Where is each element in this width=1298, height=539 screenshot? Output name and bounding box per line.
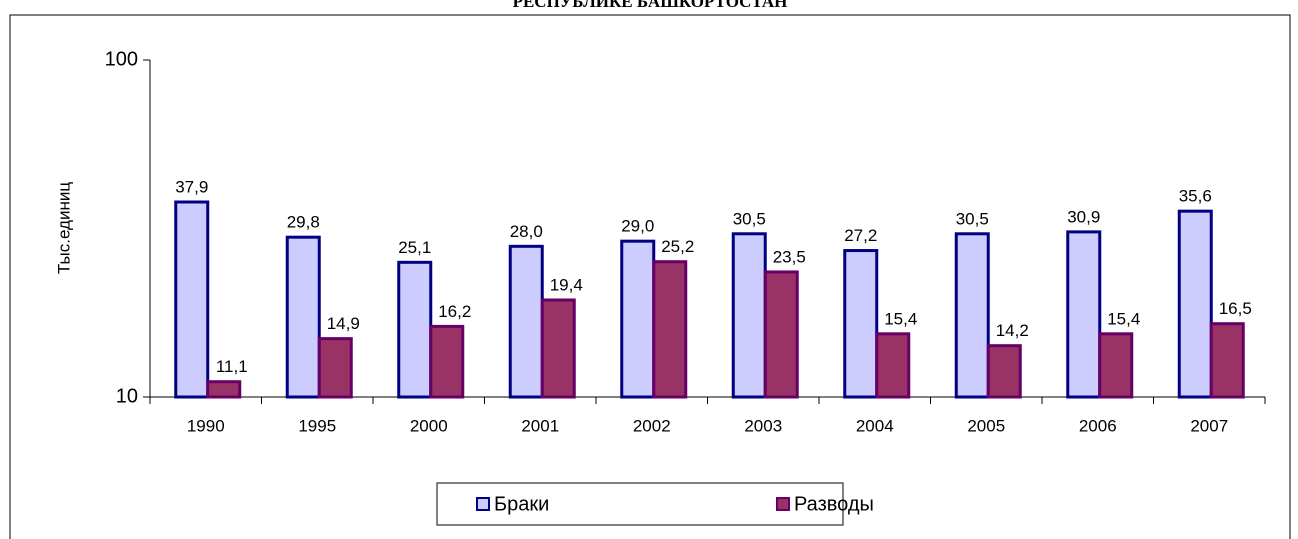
data-label: 25,1 [398, 238, 431, 257]
x-tick-label: 2002 [633, 416, 671, 435]
bar [1066, 230, 1102, 399]
bar [206, 380, 242, 399]
bar [620, 239, 656, 399]
data-label: 28,0 [510, 222, 543, 241]
data-label: 23,5 [773, 247, 806, 266]
data-label: 27,2 [844, 226, 877, 245]
bar [843, 249, 879, 399]
data-label: 19,4 [550, 275, 583, 294]
bar [875, 332, 911, 399]
x-tick-label: 2001 [521, 416, 559, 435]
legend-swatch [776, 497, 790, 511]
bar [174, 200, 210, 399]
x-tick-label: 2004 [856, 416, 894, 435]
bar [285, 235, 321, 399]
y-tick-label: 100 [105, 48, 138, 70]
data-label: 15,4 [884, 309, 917, 328]
bar [508, 244, 544, 399]
x-tick-label: 2005 [967, 416, 1005, 435]
data-label: 30,5 [956, 209, 989, 228]
legend-label: Разводы [794, 493, 874, 515]
bar [317, 337, 353, 399]
data-label: 15,4 [1107, 309, 1140, 328]
data-label: 11,1 [216, 357, 248, 376]
chart-title: РЕСПУБЛИКЕ БАШКОРТОСТАН [513, 0, 788, 11]
bar [540, 298, 576, 399]
data-label: 29,0 [621, 217, 654, 236]
data-label: 14,2 [996, 321, 1029, 340]
bar [1209, 322, 1245, 399]
data-label: 35,6 [1179, 187, 1212, 206]
bar [763, 270, 799, 399]
bar [954, 232, 990, 399]
x-tick-label: 2003 [744, 416, 782, 435]
bar [731, 232, 767, 399]
legend-box [436, 482, 844, 526]
bar [397, 260, 433, 399]
x-tick-label: 1995 [298, 416, 336, 435]
bar [1177, 209, 1213, 399]
data-label: 29,8 [287, 213, 320, 232]
data-label: 14,9 [327, 314, 360, 333]
bar [652, 260, 688, 399]
data-label: 25,2 [661, 237, 694, 256]
chart-frame [9, 14, 1291, 539]
x-tick-label: 2000 [410, 416, 448, 435]
data-label: 30,9 [1067, 207, 1100, 226]
data-label: 30,5 [733, 209, 766, 228]
data-label: 16,2 [438, 302, 471, 321]
legend-label: Браки [494, 493, 549, 515]
data-label: 16,5 [1219, 299, 1252, 318]
y-axis-label: Тыс.единиц [54, 182, 73, 274]
y-tick-label: 10 [116, 385, 138, 407]
legend-swatch [476, 497, 490, 511]
bar [429, 324, 465, 399]
x-tick-label: 2006 [1079, 416, 1117, 435]
x-tick-label: 2007 [1190, 416, 1228, 435]
bar [1098, 332, 1134, 399]
bar [986, 344, 1022, 399]
x-tick-label: 1990 [187, 416, 225, 435]
data-label: 37,9 [175, 177, 208, 196]
